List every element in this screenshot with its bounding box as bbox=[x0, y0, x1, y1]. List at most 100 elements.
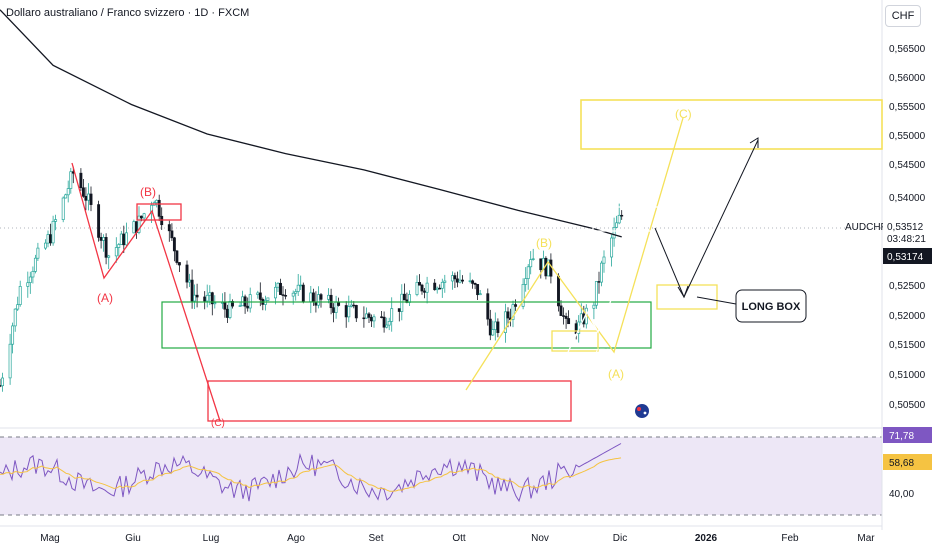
candle-body bbox=[177, 262, 181, 266]
candle-body bbox=[486, 293, 490, 320]
candle-body bbox=[418, 282, 421, 286]
price-tick-label: 0,51500 bbox=[889, 340, 926, 351]
candle-body bbox=[142, 213, 146, 219]
candle-body bbox=[107, 255, 111, 258]
long-box-callout[interactable]: LONG BOX bbox=[735, 289, 807, 323]
wave-b-white-label: (B) bbox=[595, 346, 611, 360]
candle-body bbox=[140, 215, 143, 219]
candle-body bbox=[294, 291, 298, 294]
candle-body bbox=[600, 262, 603, 283]
candle-body bbox=[337, 301, 341, 306]
candle-body bbox=[157, 199, 161, 217]
candle-body bbox=[13, 308, 17, 327]
currency-button[interactable]: CHF bbox=[885, 5, 921, 27]
candle-body bbox=[99, 237, 103, 241]
long-box-callout-bg bbox=[735, 289, 807, 323]
candle-body bbox=[559, 305, 563, 316]
candle-body bbox=[425, 282, 429, 293]
price-axis[interactable]: 0,56500 0,56000 0,55500 0,55000 0,54500 … bbox=[845, 44, 932, 411]
candle-body bbox=[562, 315, 566, 317]
candle-body bbox=[592, 304, 596, 309]
time-axis[interactable]: Mag Giu Lug Ago Set Ott Nov Dic 2026 Feb… bbox=[40, 533, 875, 544]
candle-body bbox=[347, 306, 351, 318]
candle-body bbox=[496, 321, 500, 333]
candle-body bbox=[228, 301, 232, 318]
time-tick-label: Set bbox=[368, 533, 383, 544]
candle-body bbox=[248, 294, 252, 309]
candle-body bbox=[33, 257, 37, 272]
candle-body bbox=[344, 305, 348, 318]
rsi-ma-value-tag bbox=[883, 454, 932, 470]
candle-body bbox=[526, 266, 530, 279]
candle-body bbox=[223, 302, 227, 310]
candle-body bbox=[238, 305, 242, 307]
australia-flag-icon[interactable] bbox=[635, 404, 649, 418]
yellow-wave-drawing: (B) (A) (C) bbox=[465, 99, 883, 391]
price-tick-label: 0,55500 bbox=[889, 102, 926, 113]
candle-body bbox=[124, 232, 128, 246]
candle-body bbox=[51, 220, 55, 244]
candle-body bbox=[46, 234, 50, 244]
candle-body bbox=[397, 308, 401, 312]
wave-a-yellow-label: (A) bbox=[608, 367, 624, 381]
candle-body bbox=[615, 222, 619, 228]
candle-body bbox=[28, 276, 32, 283]
candle-body bbox=[332, 307, 336, 313]
candle-body bbox=[190, 279, 194, 302]
price-tick-label: 0,54000 bbox=[889, 193, 926, 204]
candle-body bbox=[458, 279, 462, 283]
price-tick-label: 0,55000 bbox=[889, 131, 926, 142]
rsi-axis[interactable]: 71,78 58,68 40,00 bbox=[883, 427, 932, 500]
symbol-tag: AUDCHF bbox=[845, 222, 887, 233]
time-tick-label: Ago bbox=[287, 533, 305, 544]
candle-body bbox=[114, 247, 118, 257]
white-wave-drawing: (A) (B) (C) bbox=[567, 193, 699, 360]
symbol-title[interactable]: Dollaro australiano / Franco svizzero · … bbox=[6, 7, 250, 19]
wave-a-white-label: (A) bbox=[579, 267, 595, 281]
candle-body bbox=[529, 259, 533, 268]
candle-body bbox=[44, 242, 47, 249]
candle-body bbox=[256, 292, 260, 295]
candle-body bbox=[564, 315, 568, 319]
candle-body bbox=[370, 317, 373, 322]
candle-body bbox=[54, 219, 58, 222]
candle-body bbox=[1, 377, 4, 387]
candle-body bbox=[420, 284, 424, 292]
long-entry-box bbox=[656, 284, 718, 310]
candle-body bbox=[407, 294, 411, 303]
candle-body bbox=[531, 258, 535, 260]
time-tick-label: Mag bbox=[40, 533, 59, 544]
candle-body bbox=[473, 282, 477, 285]
candle-body bbox=[49, 234, 52, 244]
candle-body bbox=[506, 311, 510, 319]
candle-body bbox=[461, 279, 464, 282]
candle-body bbox=[66, 188, 70, 196]
time-tick-label: 2026 bbox=[695, 533, 718, 544]
candle-body bbox=[193, 294, 197, 302]
candle-body bbox=[64, 194, 68, 199]
rsi-value-tag bbox=[883, 427, 932, 443]
arrow-head-up bbox=[749, 137, 759, 148]
candle-body bbox=[291, 292, 295, 297]
time-tick-label: Lug bbox=[203, 533, 220, 544]
time-tick-label: Feb bbox=[781, 533, 799, 544]
candle-body bbox=[415, 282, 419, 295]
candle-body bbox=[281, 294, 285, 296]
candle-body bbox=[16, 304, 20, 310]
yellow-target-box bbox=[580, 99, 883, 150]
price-tick-label: 0,50500 bbox=[889, 400, 926, 411]
candle-body bbox=[208, 292, 212, 296]
arrow-head-down bbox=[677, 285, 689, 299]
candle-body bbox=[210, 292, 214, 305]
candle-body bbox=[511, 304, 515, 320]
candle-body bbox=[402, 293, 406, 301]
candle-body bbox=[213, 302, 217, 305]
rsi-value: 71,78 bbox=[889, 431, 914, 442]
candle-body bbox=[364, 313, 368, 319]
candle-body bbox=[150, 204, 154, 214]
candle-body bbox=[450, 275, 454, 282]
candle-body bbox=[155, 199, 159, 204]
candle-body bbox=[246, 305, 250, 309]
candle-body bbox=[567, 318, 571, 325]
